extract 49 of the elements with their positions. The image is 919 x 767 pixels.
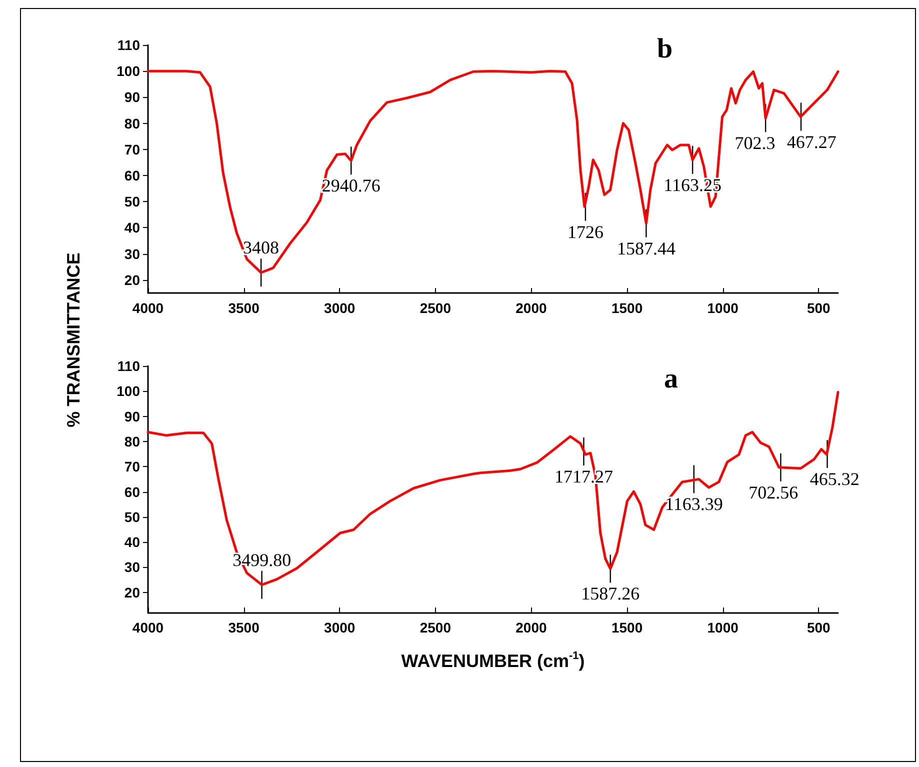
x-tick-label: 1500: [611, 620, 643, 636]
annotation: 3408: [243, 238, 280, 258]
x-tick-label: 3500: [228, 620, 260, 636]
x-tick-label: 4000: [132, 300, 164, 316]
y-tick-label: 100: [116, 383, 140, 400]
x-tick-label: 2500: [420, 620, 452, 636]
annotation: 1726: [567, 222, 604, 242]
x-tick-label: 2000: [516, 620, 548, 636]
y-tick-label: 70: [124, 141, 140, 158]
annotation: 702.3: [734, 133, 776, 154]
x-tick-label: 3000: [324, 300, 356, 316]
x-tick-label: 2000: [516, 300, 548, 316]
y-tick-label: 110: [117, 37, 140, 53]
annotation: 465.32: [810, 469, 860, 490]
y-tick-label: 30: [124, 559, 140, 576]
x-tick-label: 1000: [707, 620, 739, 636]
x-tick-label: 2500: [420, 300, 452, 316]
y-tick-label: 20: [124, 584, 140, 600]
y-tick-label: 80: [124, 433, 140, 450]
y-tick-label: 60: [124, 168, 140, 184]
x-tick-label: 1500: [611, 300, 643, 316]
y-tick-label: 110: [117, 358, 140, 374]
chart-title: a: [664, 364, 678, 394]
line-series: [146, 70, 840, 274]
y-tick-label: 40: [124, 534, 140, 550]
annotation: 702.56: [748, 482, 798, 502]
chart-title: b: [657, 34, 673, 64]
y-tick-label: 60: [124, 484, 140, 500]
x-tick-label: 500: [806, 300, 831, 316]
y-tick-label: 50: [124, 508, 140, 525]
y-tick-label: 70: [124, 458, 140, 475]
annotation: 1587.26: [581, 584, 640, 604]
y-tick-label: 30: [124, 246, 140, 262]
y-tick-label: 40: [124, 220, 140, 236]
annotation: 1163.39: [664, 494, 723, 514]
y-tick-label: 90: [124, 89, 140, 106]
x-tick-label: 4000: [132, 620, 164, 636]
x-tick-label: 500: [806, 620, 831, 636]
x-tick-label: 1000: [707, 300, 739, 316]
annotation: 1587.44: [616, 238, 676, 258]
x-tick-label: 3000: [324, 620, 356, 636]
x-tick-label: 3500: [228, 300, 260, 316]
y-tick-label: 100: [116, 63, 140, 80]
y-tick-label: 90: [124, 408, 140, 424]
annotation: 467.27: [786, 132, 836, 152]
y-axis-title: % TRANSMITTANCE: [64, 252, 84, 428]
y-tick-label: 50: [124, 194, 140, 210]
y-tick-label: 20: [124, 272, 140, 288]
y-tick-label: 80: [124, 115, 140, 132]
